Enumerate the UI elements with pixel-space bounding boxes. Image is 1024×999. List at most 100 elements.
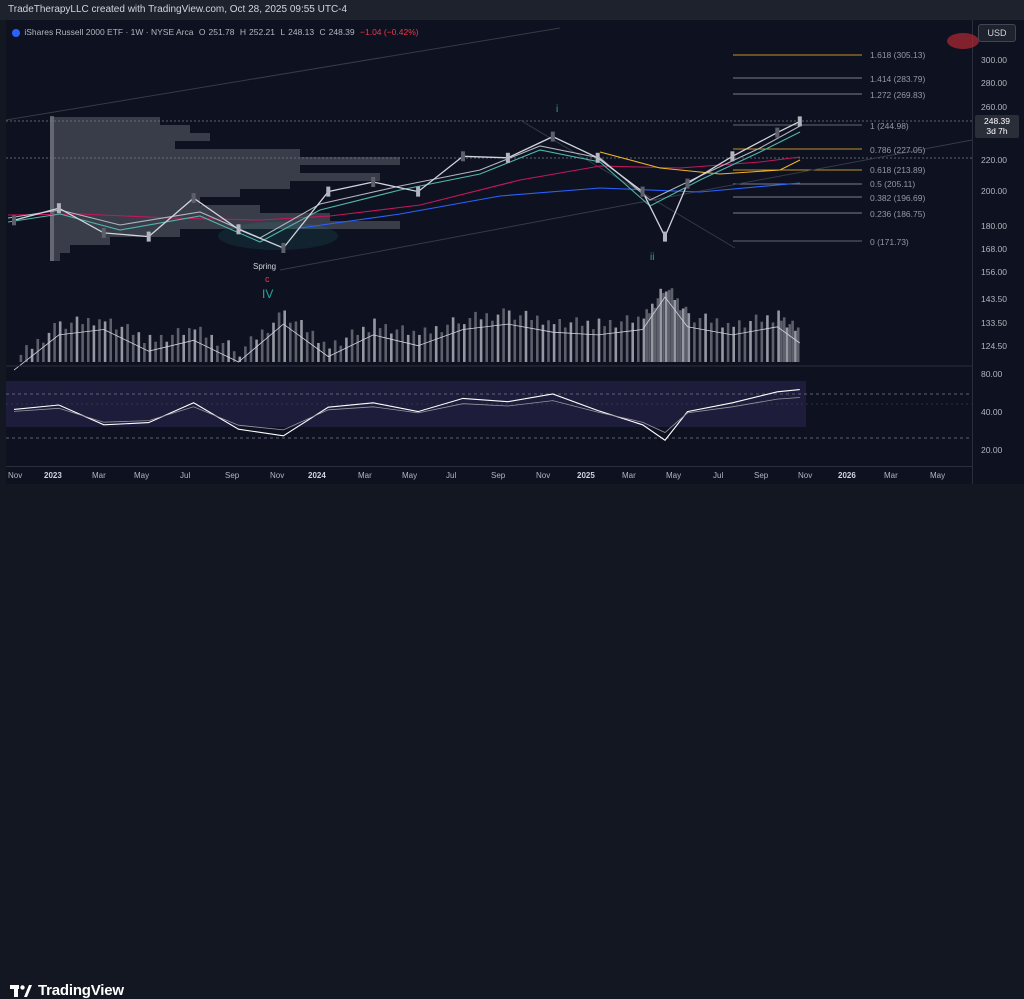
price-tick-1435: 143.50 [981, 294, 1007, 304]
time-tick-year: 2025 [577, 471, 595, 480]
footer: TradingView [0, 484, 1024, 999]
volume-bar [698, 318, 702, 362]
volume-bar [238, 356, 242, 362]
volume-bar [614, 327, 618, 362]
volume-bar [81, 324, 84, 362]
volume-bar [620, 321, 623, 362]
fib-label-05: 0.5 (205.11) [870, 179, 916, 189]
price-tick-220: 220.00 [981, 155, 1007, 165]
currency-button[interactable]: USD [978, 24, 1016, 42]
volume-bar [333, 340, 337, 362]
price-candle [461, 151, 465, 162]
price-axis[interactable] [972, 20, 1024, 484]
volume-bar [137, 332, 141, 362]
time-tick: May [930, 471, 946, 480]
time-tick: May [666, 471, 682, 480]
volume-bar [305, 332, 309, 362]
moving-average-blue [299, 182, 801, 229]
time-tick: Nov [8, 471, 23, 480]
volume-bar [255, 339, 258, 362]
volume-profile-bar [50, 189, 240, 197]
volume-bar [681, 308, 685, 362]
volume-bar [193, 329, 197, 362]
time-tick-year: 2024 [308, 471, 326, 480]
rsi-tick-40: 40.00 [981, 407, 1003, 417]
volume-bar [418, 334, 421, 362]
time-axis[interactable] [6, 466, 972, 485]
price-candle [505, 152, 510, 163]
last-price-tag: 248.39 3d 7h [975, 115, 1019, 138]
volume-bar [743, 327, 747, 362]
time-tick: Sep [491, 471, 506, 480]
volume-bar [569, 322, 573, 362]
volume-bar [25, 345, 28, 362]
volume-bar [373, 318, 376, 362]
price-tick-280: 280.00 [981, 78, 1007, 88]
volume-bar [283, 310, 286, 362]
volume-bar [496, 314, 500, 362]
price-tick-200: 200.00 [981, 186, 1007, 196]
volume-bar [75, 316, 79, 362]
price-candle [281, 243, 286, 253]
change-value: −1.04 (−0.42%) [360, 27, 419, 37]
volume-bar [98, 319, 101, 362]
volume-bar [656, 298, 660, 362]
volume-bar [36, 339, 40, 362]
volume-bar [586, 320, 590, 362]
channel-line-lower [279, 139, 973, 271]
volume-bar [188, 328, 191, 362]
volume-bar [378, 328, 382, 362]
volume-bar [648, 313, 651, 362]
volume-bar [345, 337, 348, 362]
volume-bar [659, 288, 662, 362]
volume-bar [479, 319, 483, 362]
volume-bar [608, 320, 612, 362]
volume-bar [350, 329, 354, 362]
open-label: O [198, 27, 206, 37]
wave-label-iv: IV [262, 287, 274, 301]
volume-bar [721, 327, 724, 362]
volume-bar [738, 320, 741, 362]
volume-bar [266, 332, 270, 362]
volume-bar [423, 327, 427, 362]
volume-bar [176, 328, 180, 362]
volume-bar [70, 322, 73, 362]
volume-profile-bar [50, 141, 175, 149]
close-label: C [319, 27, 326, 37]
volume-bar [199, 326, 202, 362]
volume-bar [558, 319, 561, 362]
volume-bar [390, 333, 393, 362]
time-tick-year: 2026 [838, 471, 856, 480]
volume-bar [165, 341, 169, 362]
channel-line-upper [5, 27, 561, 121]
volume-bar [485, 313, 488, 362]
high-label: H [239, 27, 247, 37]
volume-bar [58, 321, 62, 362]
tradingview-logo[interactable]: TradingView [10, 982, 124, 999]
volume-bar [541, 324, 545, 362]
volume-bar [684, 306, 688, 362]
volume-bar [507, 310, 511, 362]
volume-bar [780, 320, 783, 362]
volume-bar [30, 348, 34, 362]
volume-profile-bar [50, 133, 210, 141]
price-chart-svg [5, 27, 979, 441]
volume-bar [115, 329, 118, 362]
volume-bar [126, 324, 129, 362]
low-value: 248.13 [288, 27, 315, 37]
close-value: 248.39 [328, 27, 355, 37]
rsi-signal-line [13, 397, 800, 433]
volume-bar [788, 324, 792, 362]
volume-bar [277, 312, 281, 362]
last-price-value: 248.39 [984, 116, 1010, 126]
volume-bar [667, 289, 671, 362]
time-tick: May [402, 471, 418, 480]
volume-bar [794, 330, 797, 362]
low-label: L [280, 27, 286, 37]
volume-bar [597, 318, 601, 362]
time-tick: Nov [270, 471, 285, 480]
volume-bar [120, 326, 124, 362]
volume-ma-line [13, 296, 801, 371]
price-candle [595, 152, 600, 163]
price-candle [640, 186, 645, 197]
